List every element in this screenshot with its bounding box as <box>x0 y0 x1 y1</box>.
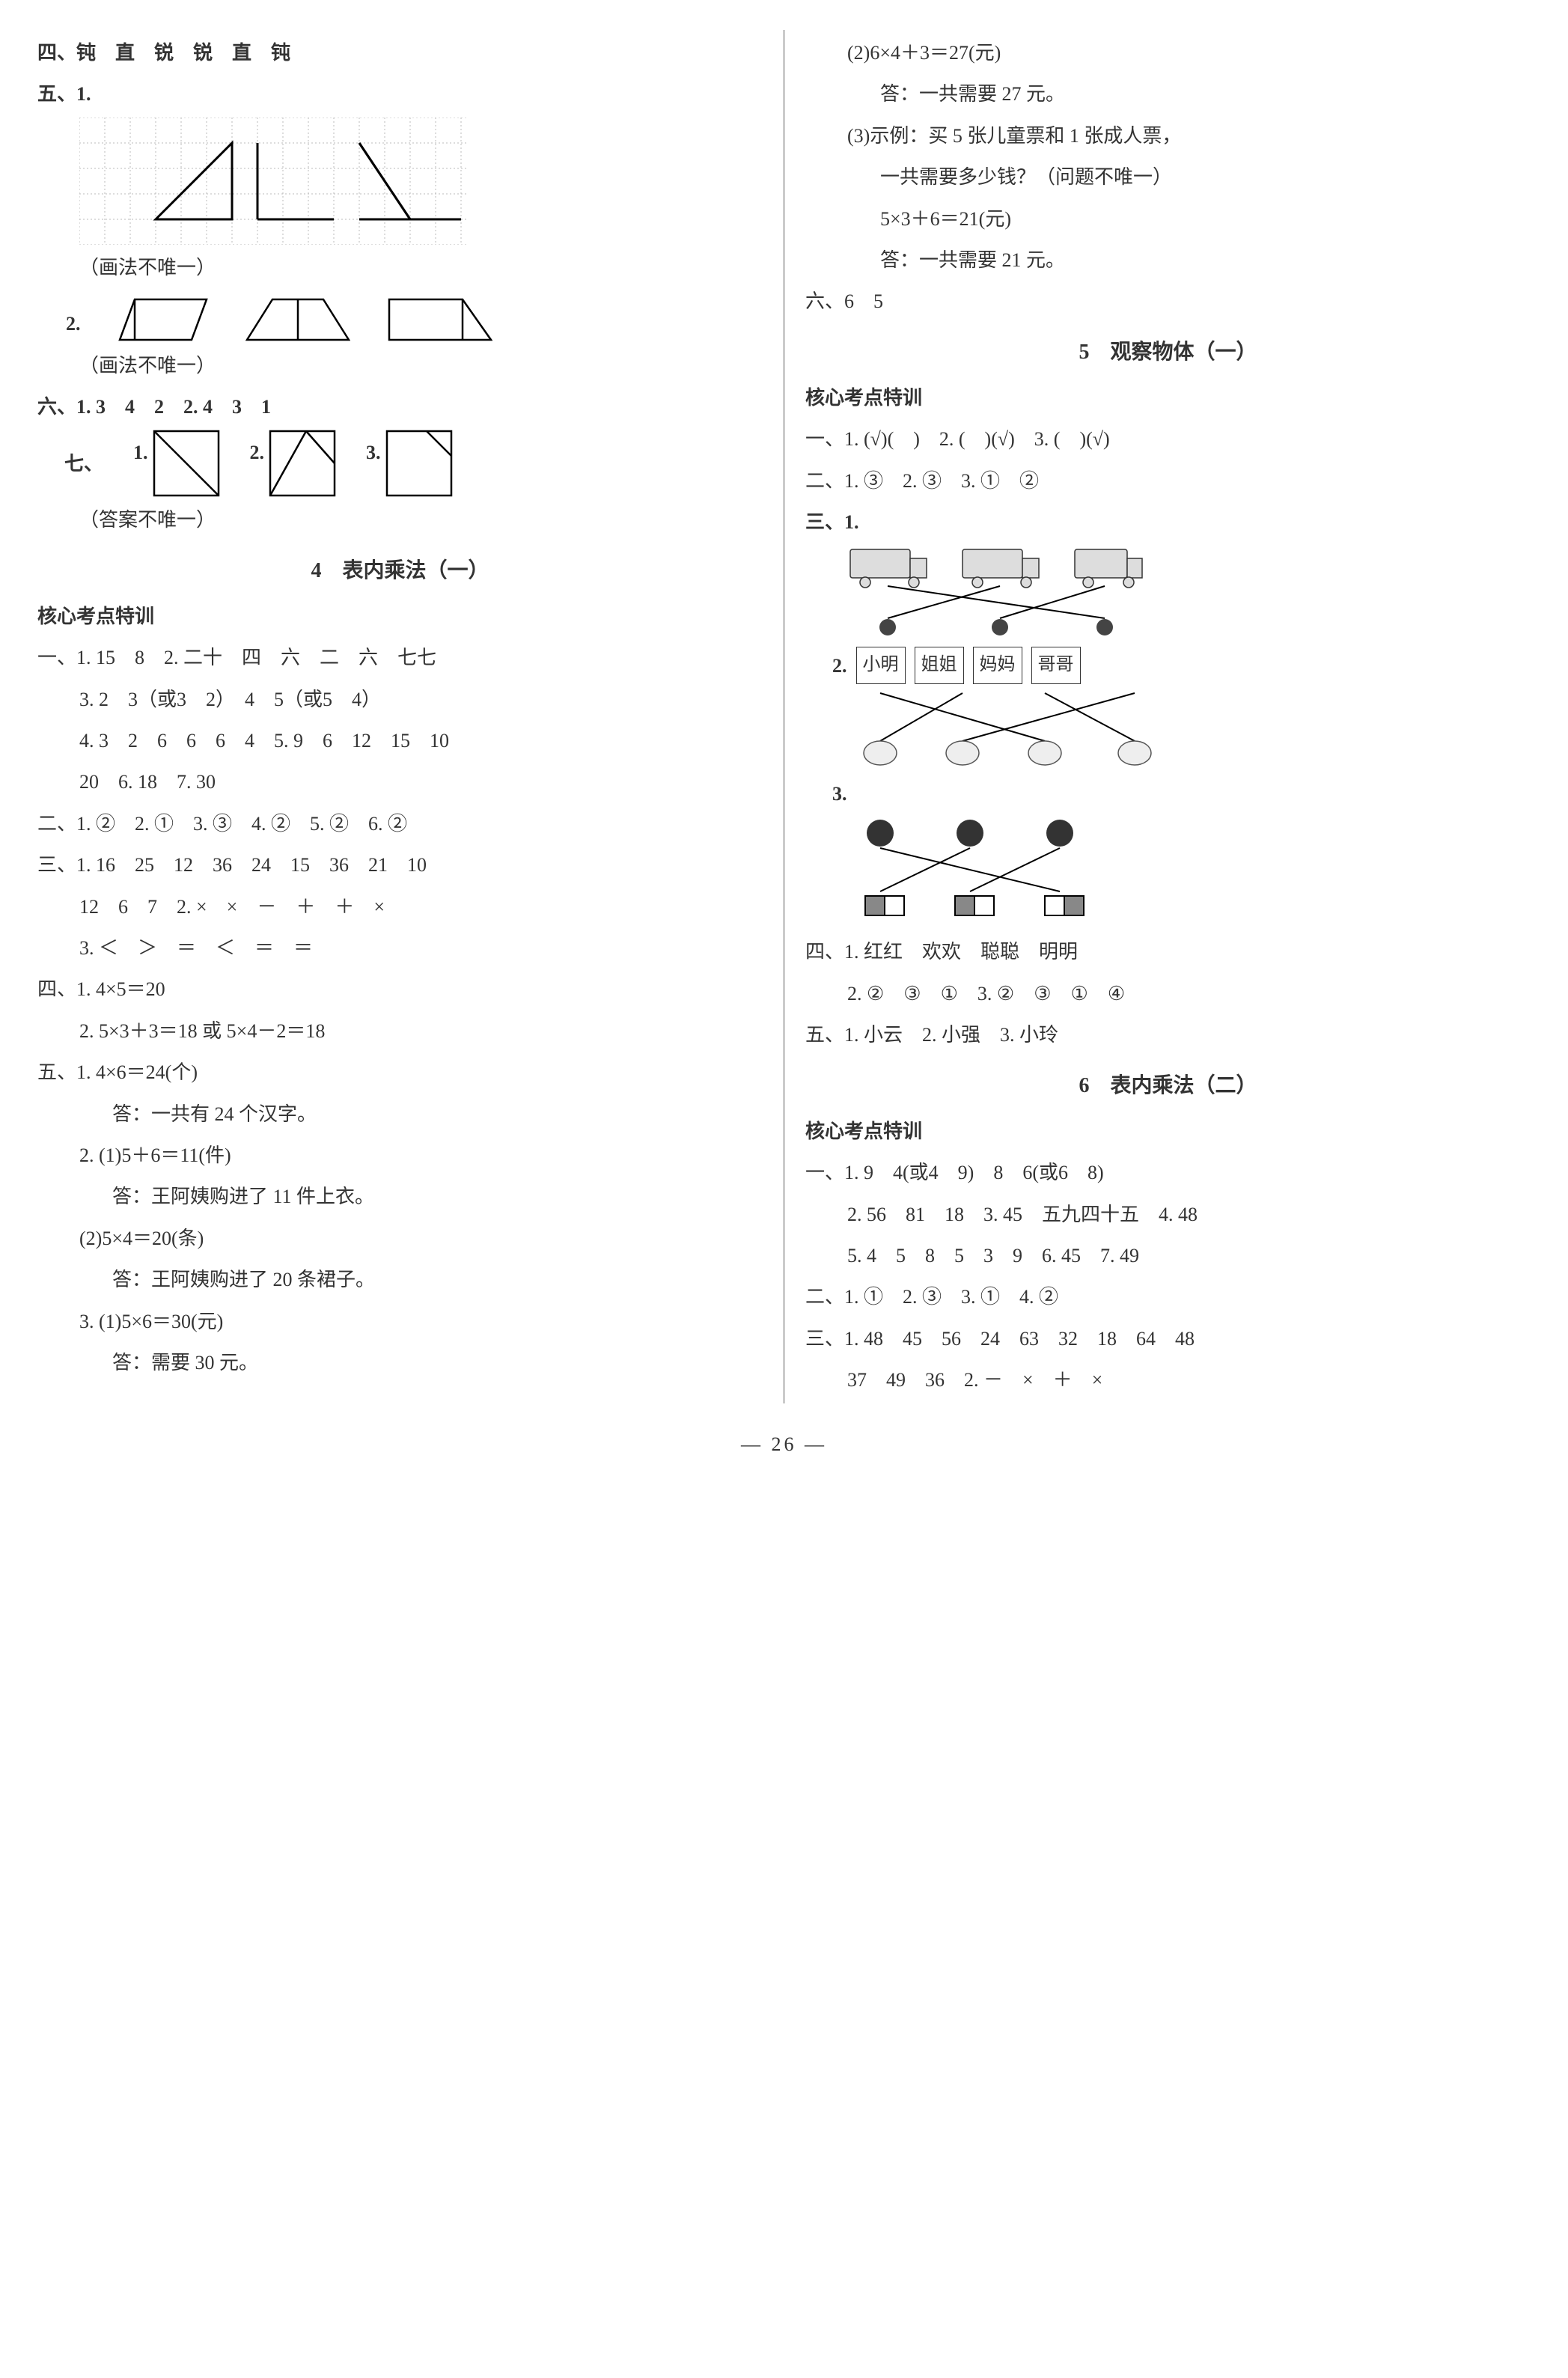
text-line: 五、1. 小云 2. 小强 3. 小玲 <box>805 1016 1531 1053</box>
name-box: 妈妈 <box>973 647 1022 684</box>
right-column: (2)6×4＋3＝27(元) 答：一共需要 27 元。 (3)示例：买 5 张儿… <box>784 30 1531 1403</box>
note: （画法不唯一） <box>37 249 763 286</box>
text-line: 四、钝 直 锐 锐 直 钝 <box>37 34 763 71</box>
page: 四、钝 直 锐 锐 直 钝 五、1. <box>37 30 1531 1403</box>
text-line: 二、1. ① 2. ③ 3. ① 4. ② <box>805 1278 1531 1315</box>
text-line: 3. (1)5×6＝30(元) <box>37 1303 763 1340</box>
answer-line: 答：一共需要 21 元。 <box>805 242 1531 278</box>
text-line: 5. 4 5 8 5 3 9 6. 45 7. 49 <box>805 1237 1531 1274</box>
chapter-title: 6 表内乘法（二） <box>805 1066 1531 1106</box>
text-line: 二、1. ③ 2. ③ 3. ① ② <box>805 463 1531 499</box>
trapezoid-icon <box>245 296 350 343</box>
text-line: 三、1. 48 45 56 24 63 32 18 64 48 <box>805 1320 1531 1357</box>
grid-svg <box>79 118 469 245</box>
text-line: 一、1. 9 4(或4 9) 8 6(或6 8) <box>805 1154 1531 1191</box>
label: 五、1. <box>37 83 91 105</box>
square-1: 1. <box>133 430 220 497</box>
text-line: (2)6×4＋3＝27(元) <box>805 34 1531 71</box>
chapter-title: 4 表内乘法（一） <box>37 551 763 591</box>
text-line: 2. (1)5＋6＝11(件) <box>37 1137 763 1174</box>
text-line: 20 6. 18 7. 30 <box>37 763 763 800</box>
section-label: 核心考点特训 <box>37 598 763 635</box>
text-line: 2. 56 81 18 3. 45 五九四十五 4. 48 <box>805 1196 1531 1233</box>
left-column: 四、钝 直 锐 锐 直 钝 五、1. <box>37 30 784 1403</box>
text-line: 2. ② ③ ① 3. ② ③ ① ④ <box>805 975 1531 1012</box>
fig-three-3: 3. <box>805 775 1531 812</box>
heads-blocks-icon <box>843 817 1112 929</box>
text-line: 一共需要多少钱？（问题不唯一） <box>805 159 1531 195</box>
note: （画法不唯一） <box>37 347 763 384</box>
text-line: 三、1. 16 25 12 36 24 15 36 21 10 <box>37 847 763 883</box>
matching-2 <box>843 689 1531 771</box>
answer-line: 答：需要 30 元。 <box>37 1344 763 1381</box>
text-line: 二、1. ② 2. ① 3. ③ 4. ② 5. ② 6. ② <box>37 805 763 842</box>
text-line: 四、1. 4×5＝20 <box>37 971 763 1007</box>
text-line: 六、1. 3 4 2 2. 4 3 1 <box>37 388 763 425</box>
text-line: 一、1. (√)( ) 2. ( )(√) 3. ( )(√) <box>805 421 1531 457</box>
grid-figure <box>79 118 763 245</box>
chapter-title: 5 观察物体（一） <box>805 332 1531 372</box>
text-line: 5×3＋6＝21(元) <box>805 201 1531 237</box>
text-line: 37 49 36 2. － × ＋ × <box>805 1362 1531 1398</box>
name-box: 姐姐 <box>915 647 964 684</box>
fig-five-1: 五、1. <box>37 76 763 112</box>
fig-three-1: 三、1. <box>805 504 1531 540</box>
answer-line: 答：一共需要 27 元。 <box>805 76 1531 112</box>
parallelogram-icon <box>118 296 208 343</box>
matching-3 <box>843 817 1531 929</box>
text-line: 3. ＜ ＞ ＝ ＜ ＝ ＝ <box>37 930 763 966</box>
square-2: 2. <box>250 430 337 497</box>
text-line: 4. 3 2 6 6 6 4 5. 9 6 12 15 10 <box>37 722 763 759</box>
text-line: 五、1. 4×6＝24(个) <box>37 1054 763 1091</box>
section-label: 核心考点特训 <box>805 379 1531 416</box>
matching-1 <box>843 545 1531 642</box>
square-3: 3. <box>366 430 453 497</box>
answer-line: 答：王阿姨购进了 11 件上衣。 <box>37 1178 763 1215</box>
ducks-icon <box>843 689 1172 771</box>
trucks-icon <box>843 545 1157 642</box>
answer-line: 答：王阿姨购进了 20 条裙子。 <box>37 1261 763 1298</box>
note: （答案不唯一） <box>37 501 763 538</box>
label: 2. <box>66 305 81 342</box>
text-line: (2)5×4＝20(条) <box>37 1220 763 1257</box>
fig-three-2: 2. 小明 姐姐 妈妈 哥哥 <box>805 647 1531 684</box>
text-line: 2. 5×3＋3＝18 或 5×4－2＝18 <box>37 1013 763 1049</box>
fig-five-2: 2. <box>66 290 763 342</box>
text-line: 12 6 7 2. × × － ＋ ＋ × <box>37 888 763 925</box>
section-label: 核心考点特训 <box>805 1113 1531 1150</box>
text-line: 3. 2 3（或3 2） 4 5（或5 4） <box>37 681 763 718</box>
name-box: 小明 <box>856 647 906 684</box>
label: 七、 <box>64 445 103 482</box>
name-box: 哥哥 <box>1031 647 1081 684</box>
trapezoid2-icon <box>388 296 492 343</box>
text-line: 一、1. 15 8 2. 二十 四 六 二 六 七七 <box>37 639 763 676</box>
text-line: (3)示例：买 5 张儿童票和 1 张成人票， <box>805 118 1531 154</box>
text-line: 四、1. 红红 欢欢 聪聪 明明 <box>805 933 1531 970</box>
page-number: — 26 — <box>37 1426 1531 1463</box>
fig-seven: 七、 1. 2. 3. <box>64 430 763 497</box>
answer-line: 答：一共有 24 个汉字。 <box>37 1096 763 1132</box>
text-line: 六、6 5 <box>805 283 1531 320</box>
